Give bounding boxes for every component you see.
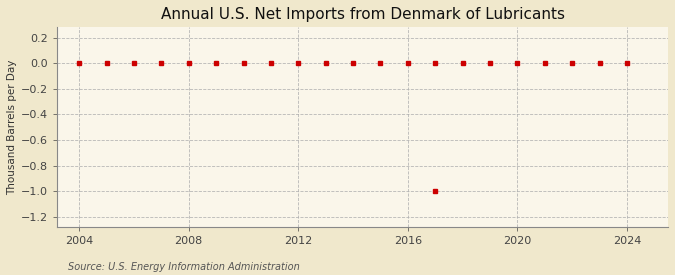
Text: Source: U.S. Energy Information Administration: Source: U.S. Energy Information Administ… [68,262,299,271]
Y-axis label: Thousand Barrels per Day: Thousand Barrels per Day [7,59,17,195]
Title: Annual U.S. Net Imports from Denmark of Lubricants: Annual U.S. Net Imports from Denmark of … [161,7,565,22]
